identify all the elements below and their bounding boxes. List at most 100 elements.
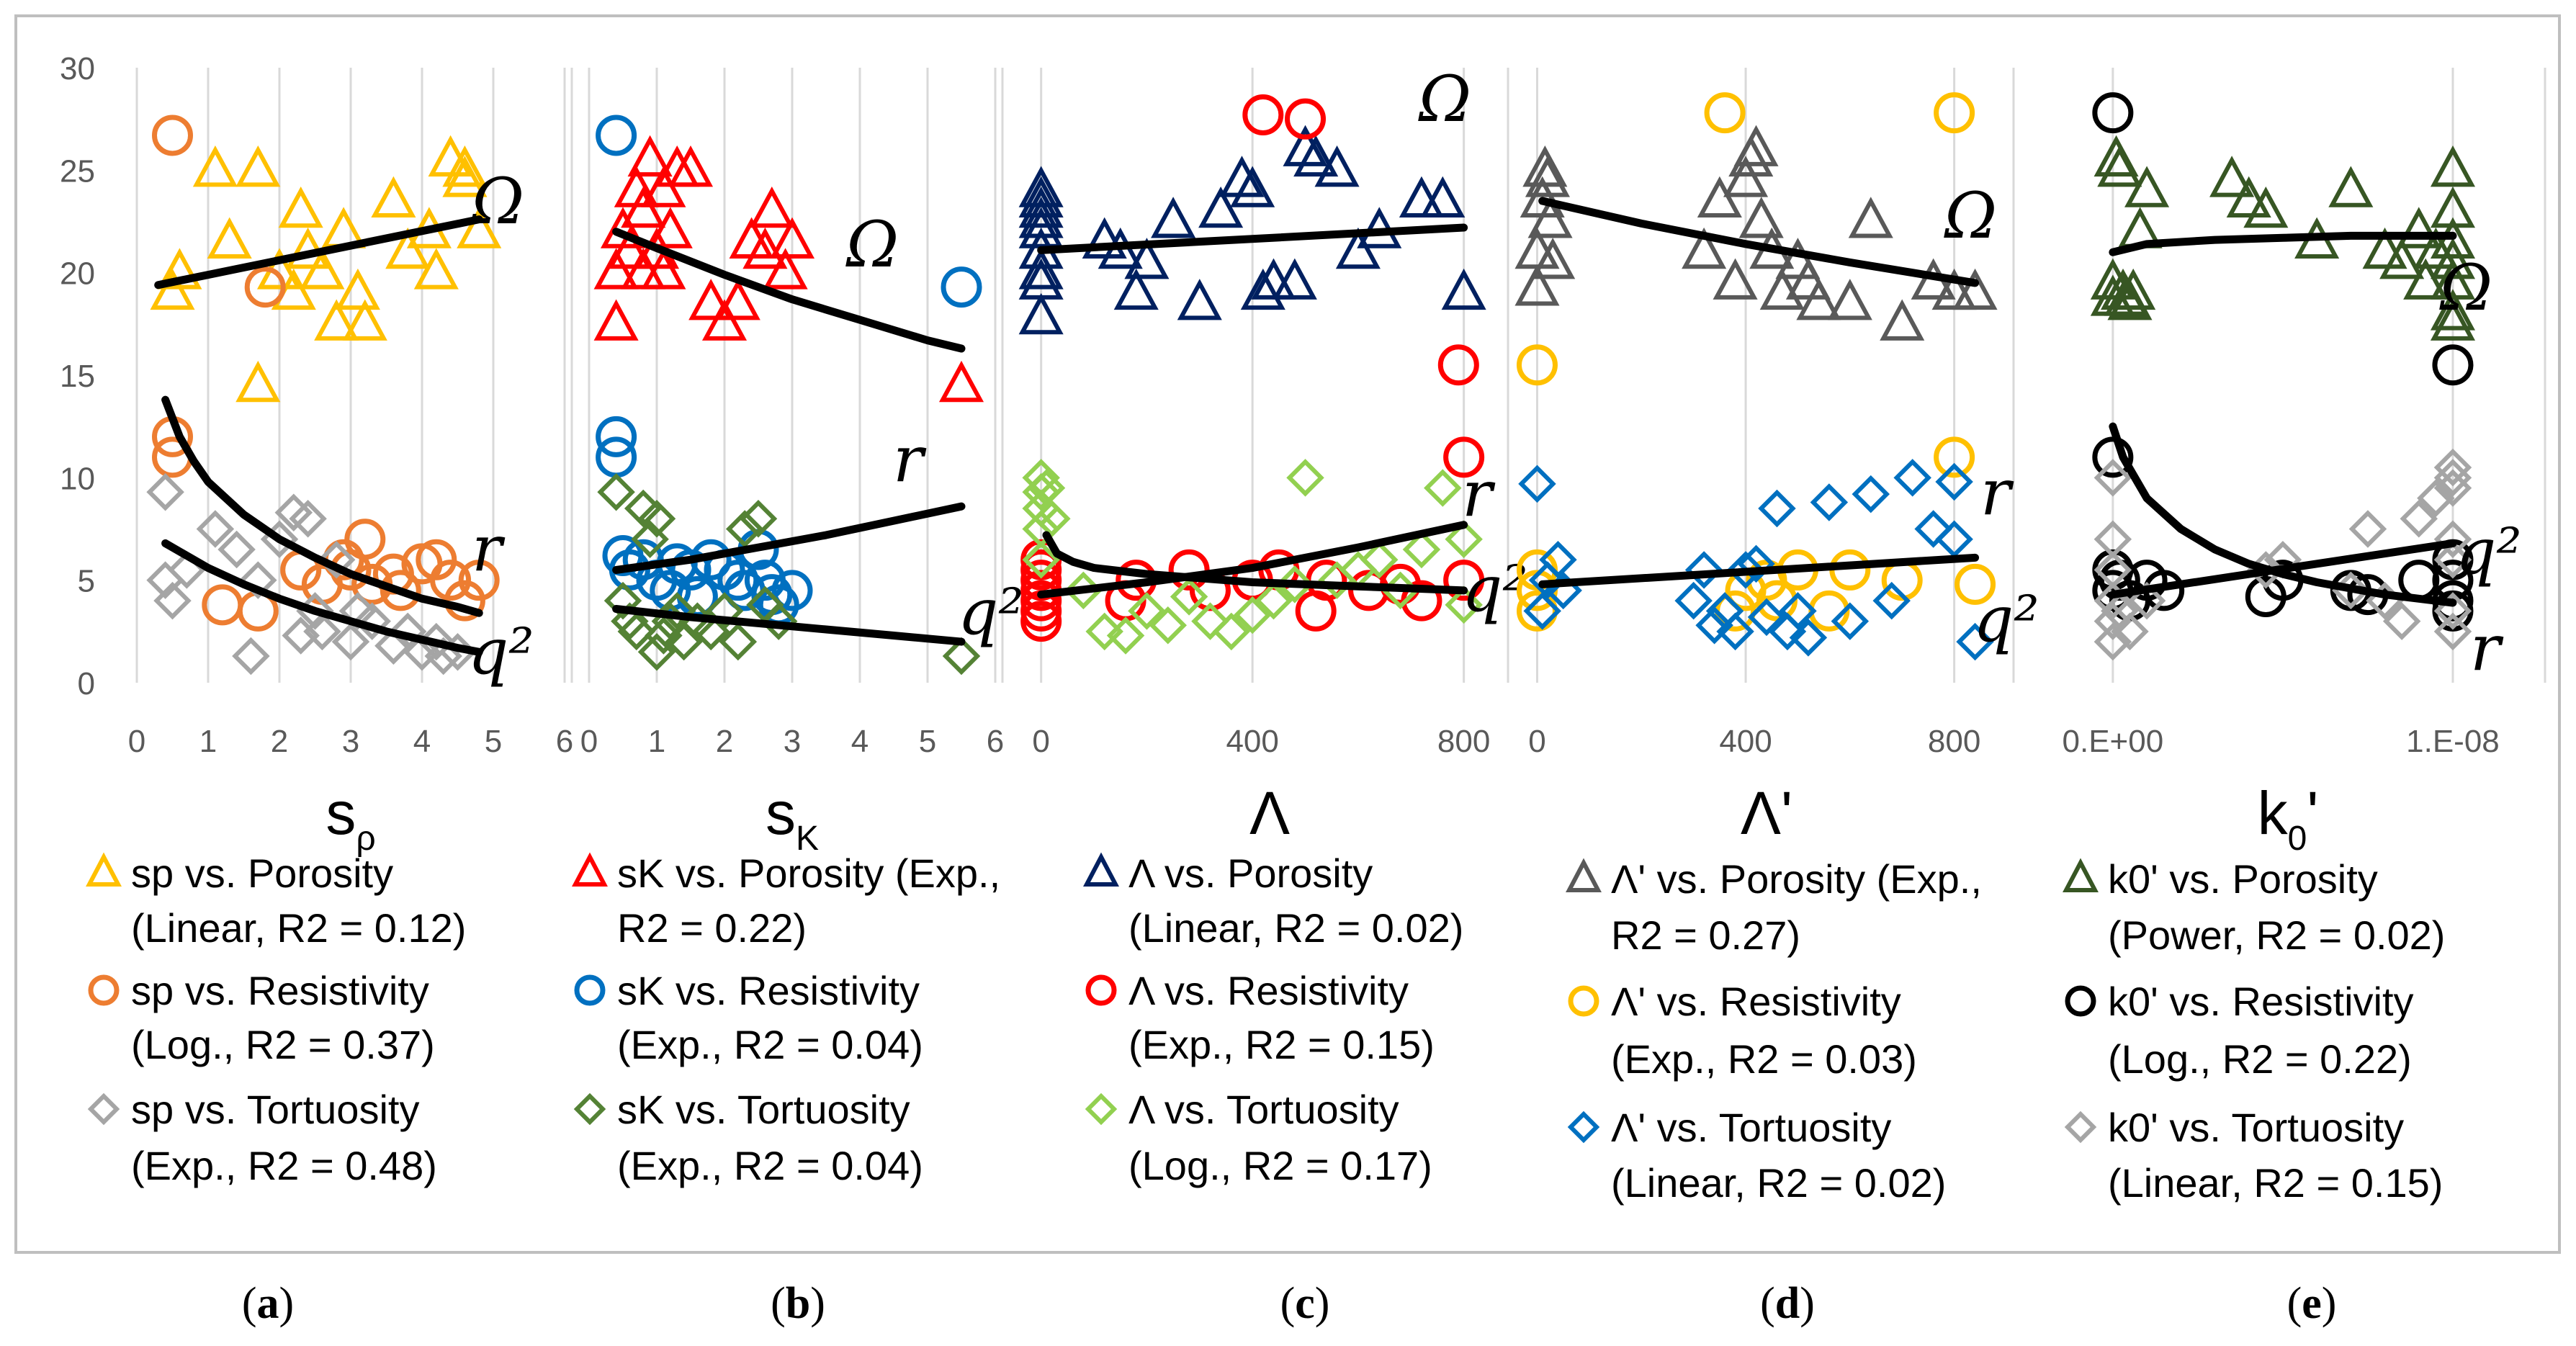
data-point: [282, 616, 320, 655]
data-point: [627, 135, 673, 177]
legend-entry: Λ' vs. Porosity (Exp.,: [1611, 856, 1982, 902]
curve-label: Ω: [1418, 62, 1471, 136]
data-point: [1522, 145, 1568, 187]
data-point: [196, 510, 235, 548]
legend-entry: (Power, R2 = 0.02): [2108, 912, 2445, 958]
legend-marker: [2064, 1111, 2097, 1144]
data-point: [1747, 598, 1786, 637]
data-point: [1402, 530, 1441, 569]
data-point: [2328, 166, 2374, 207]
data-point: [942, 637, 981, 676]
data-point: [597, 473, 635, 511]
data-point: [458, 560, 500, 601]
trendline: [1037, 521, 1468, 599]
data-point: [596, 115, 637, 156]
data-point: [1848, 197, 1893, 238]
data-point: [771, 570, 813, 611]
data-point: [1952, 268, 1998, 310]
data-point: [705, 592, 744, 630]
legend-marker: [2063, 858, 2099, 892]
data-point: [1441, 268, 1486, 310]
series-triangle: [1514, 125, 1998, 341]
panel-d: 0 400 800 Λ' Ωr q²: [1514, 68, 2039, 847]
data-point: [2433, 469, 2472, 507]
data-point: [1695, 606, 1733, 645]
legend-marker: [574, 974, 606, 1006]
data-point: [1212, 612, 1251, 651]
data-point: [715, 279, 760, 320]
data-point: [1893, 459, 1931, 497]
legend-entry: k0' vs. Tortuosity: [2108, 1105, 2404, 1150]
data-point: [1956, 622, 1994, 661]
legend-entry: (Exp., R2 = 0.15): [1128, 1022, 1435, 1067]
data-point: [607, 227, 652, 269]
data-point: [146, 473, 184, 511]
data-point: [1530, 238, 1576, 279]
legend-a: sp vs. Porosity (Linear, R2 = 0.12) sp vs.…: [86, 851, 466, 1188]
data-point: [603, 581, 642, 620]
data-point: [388, 612, 427, 651]
legend-entry: (Exp., R2 = 0.48): [131, 1143, 437, 1188]
data-point: [1789, 619, 1828, 657]
data-point: [457, 207, 502, 248]
data-point: [1914, 510, 1952, 548]
data-point: [2209, 156, 2255, 197]
x-tick-label: 800: [1928, 724, 1980, 759]
data-point: [2430, 289, 2476, 331]
data-point: [150, 268, 195, 310]
series-diamond: [146, 473, 477, 676]
data-point: [1716, 612, 1754, 651]
series-diamond: [1022, 459, 1483, 655]
data-point: [1437, 344, 1479, 386]
y-tick-label: 10: [60, 461, 95, 496]
data-point: [1935, 462, 1973, 501]
legend-entry: sK vs. Resistivity: [617, 968, 920, 1013]
data-point: [2398, 560, 2440, 601]
legend-entry: sp vs. Porosity: [131, 851, 393, 896]
data-point: [1360, 540, 1399, 579]
data-point: [621, 186, 666, 228]
x-tick-label: 3: [784, 724, 801, 759]
data-point: [1733, 125, 1779, 166]
panel-caption: (b): [771, 1279, 825, 1328]
data-point: [2226, 176, 2271, 218]
legend-marker: [86, 852, 122, 887]
x-tick-label: 5: [485, 724, 502, 759]
data-point: [701, 299, 748, 341]
curve-label: r: [472, 511, 506, 585]
data-point: [1113, 268, 1159, 310]
x-tick-label: 400: [1719, 724, 1772, 759]
panel-e: 0.E+00 1.E-08 k0' Ωq² r: [2063, 68, 2546, 858]
panel-a: 0 1 2 3 4 5 6 sρ Ωr q²: [128, 68, 573, 858]
legend-entry: (Linear, R2 = 0.02): [1128, 905, 1463, 951]
legend-entry: sp vs. Tortuosity: [131, 1087, 419, 1132]
data-point: [1831, 602, 1870, 640]
data-point: [1293, 135, 1339, 177]
data-point: [1085, 612, 1123, 651]
trendline: [612, 605, 966, 646]
data-point: [1170, 578, 1208, 616]
data-point: [1018, 197, 1064, 238]
data-point: [1275, 565, 1314, 604]
panel-b: 0 1 2 3 4 5 6 sK Ωr q²: [580, 68, 1024, 858]
data-point: [641, 166, 686, 207]
legend-entry: sK vs. Tortuosity: [617, 1087, 910, 1132]
series-triangle: [2090, 135, 2476, 341]
legend-entry: (Log., R2 = 0.22): [2108, 1036, 2412, 1082]
data-point: [303, 612, 341, 651]
data-point: [739, 500, 778, 538]
series-diamond: [1518, 459, 1994, 661]
data-point: [1240, 268, 1285, 310]
trendline: [2109, 539, 2457, 599]
data-point: [1445, 520, 1483, 558]
data-point: [1682, 227, 1727, 269]
data-point: [1242, 94, 1284, 135]
data-point: [1514, 227, 1560, 269]
data-point: [1775, 238, 1821, 279]
curve-label: q²: [468, 614, 534, 688]
data-point: [1445, 585, 1483, 624]
data-point: [1177, 279, 1222, 320]
curve-label: r: [893, 422, 927, 496]
data-point: [1191, 602, 1229, 640]
data-point: [2430, 299, 2476, 341]
